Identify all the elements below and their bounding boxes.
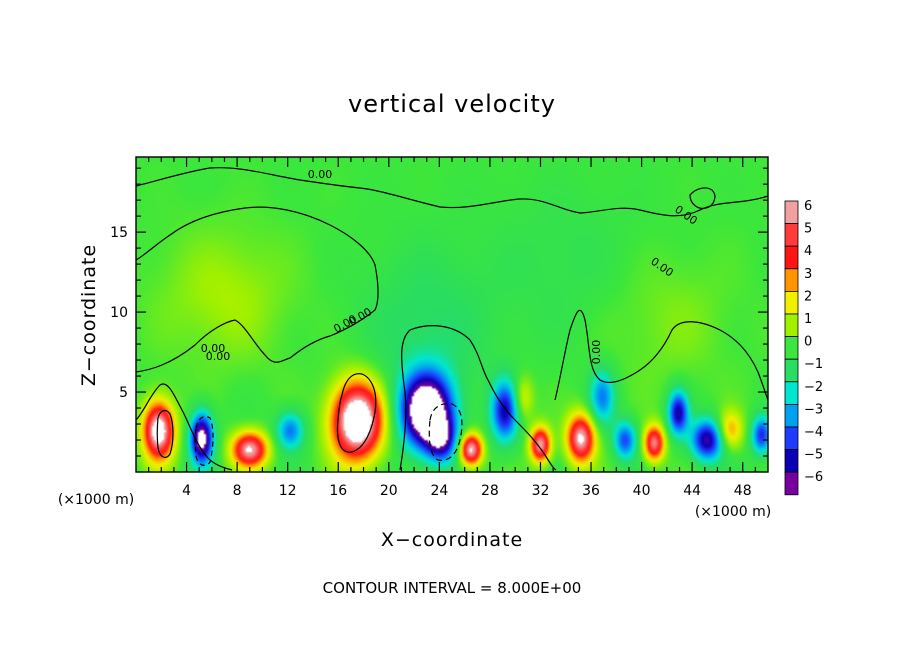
colorbar-swatch [784,200,799,225]
colorbar-label: −1 [804,357,823,372]
zero-contour-upper [135,167,769,217]
x-tick-label: 24 [430,483,448,499]
x-tick-label: 12 [279,483,297,499]
x-tick-label: 28 [481,483,499,499]
colorbar-swatch [784,245,799,270]
colorbar-label: 5 [804,222,812,237]
x-tick-label: 4 [182,483,191,499]
zero-contour-right [554,309,769,401]
heatmap-image [136,157,768,472]
colorbar-label: 3 [804,267,812,282]
colorbar-label: −6 [804,470,823,485]
x-tick-label: 40 [633,483,651,499]
y-tick-label: 15 [110,225,128,241]
colorbar-label: 2 [804,289,812,304]
colorbar-swatch [784,426,799,451]
x-unit-right: (×1000 m) [695,504,771,520]
colorbar-swatch [784,313,799,338]
colorbar-swatch [784,449,799,473]
colorbar: 6 5 4 3 2 1 0 −1 −2 −3 −4 −5 −6 [784,199,823,496]
zero-contour-left [135,383,233,471]
colorbar-label: 6 [804,199,812,214]
colorbar-swatch [784,358,799,383]
x-tick-label: 36 [582,483,600,499]
positive-contour [336,373,377,453]
x-tick-labels: 4 8 12 16 20 24 28 32 36 40 44 48 [182,483,752,499]
contour-label: 0.00 [590,340,603,365]
contour-interval-note: CONTOUR INTERVAL = 8.000E+00 [323,579,582,597]
colorbar-label: −5 [804,448,823,463]
zero-contour-lower [135,206,379,373]
colorbar-swatch [784,290,799,315]
x-tick-label: 16 [329,483,347,499]
contour-lines [135,167,769,471]
colorbar-swatch [784,471,799,496]
y-axis-title: Z−coordinate [78,244,100,386]
contour-label: 0.00 [308,168,333,181]
colorbar-swatch [784,403,799,428]
colorbar-label: −4 [804,425,823,440]
x-axis-title: X−coordinate [381,529,523,551]
x-tick-label: 32 [532,483,550,499]
colorbar-swatch [784,268,799,292]
contour-label: 0.00 [201,342,226,355]
colorbar-label: −2 [804,380,823,395]
colorbar-swatch [784,336,799,360]
x-tick-label: 8 [233,483,242,499]
tick-marks [136,157,768,472]
y-tick-labels: 5 10 15 [110,225,128,401]
y-tick-label: 5 [119,385,128,401]
positive-contour-small [156,409,174,458]
x-tick-label: 44 [683,483,701,499]
x-tick-label: 20 [380,483,398,499]
contour-label: 0.00 [206,350,231,363]
colorbar-label: 0 [804,335,812,350]
x-tick-label: 48 [734,483,752,499]
negative-contour [428,403,463,461]
colorbar-label: 4 [804,244,812,259]
x-unit-left: (×1000 m) [58,492,134,508]
zero-contour-mid [399,325,557,471]
colorbar-swatch [784,223,799,247]
colorbar-label: 1 [804,312,812,327]
chart-title: vertical velocity [348,90,556,118]
plot-area: 0.000.000.000.000.000.000.000.00 [135,156,769,473]
colorbar-swatch [784,381,799,405]
y-tick-label: 10 [110,305,128,321]
colorbar-label: −3 [804,402,823,417]
contour-loop-top [689,187,716,209]
negative-contour-small [194,415,214,466]
